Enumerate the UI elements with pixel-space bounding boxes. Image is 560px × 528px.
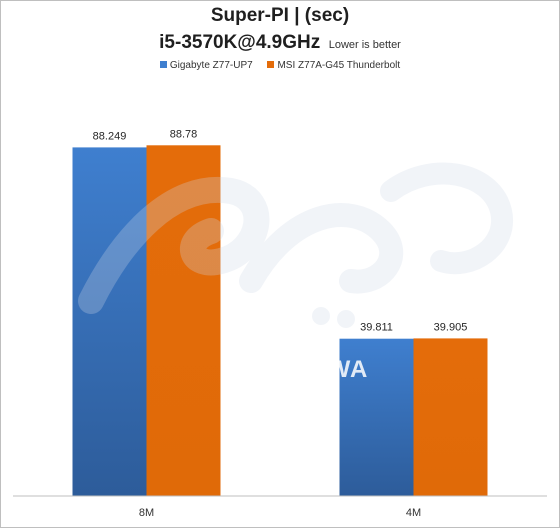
legend-label-series-2: MSI Z77A-G45 Thunderbolt <box>277 60 401 71</box>
x-tick-label-4m: 4M <box>406 507 421 519</box>
legend-item-series-2: MSI Z77A-G45 Thunderbolt <box>267 60 400 71</box>
chart-note: Lower is better <box>328 39 401 51</box>
data-label-8m-series-2: 88.78 <box>170 128 198 140</box>
legend-swatch-series-1 <box>159 61 167 68</box>
data-label-4m-series-2: 39.905 <box>434 321 468 333</box>
x-tick-label-8m: 8M <box>139 507 154 519</box>
subtitle-row: i5-3570K@4.9GHz Lower is better <box>1 32 559 54</box>
data-label-4m-series-1: 39.811 <box>360 322 393 334</box>
data-label-8m-series-1: 88.249 <box>93 130 127 142</box>
legend-label-series-1: Gigabyte Z77-UP7 <box>169 60 253 71</box>
chart-subtitle: i5-3570K@4.9GHz <box>159 32 321 53</box>
chart-title: Super-PI | (sec) <box>210 5 350 26</box>
legend-item-series-1: Gigabyte Z77-UP7 <box>159 60 253 71</box>
bar-4m-series-1 <box>339 338 414 496</box>
legend-swatch-series-2 <box>267 61 275 68</box>
legend: Gigabyte Z77-UP7 MSI Z77A-G45 Thunderbol… <box>1 60 559 71</box>
bar-8m-series-1 <box>72 147 147 496</box>
bar-8m-series-2 <box>146 145 221 497</box>
bar-4m-series-2 <box>413 338 488 496</box>
